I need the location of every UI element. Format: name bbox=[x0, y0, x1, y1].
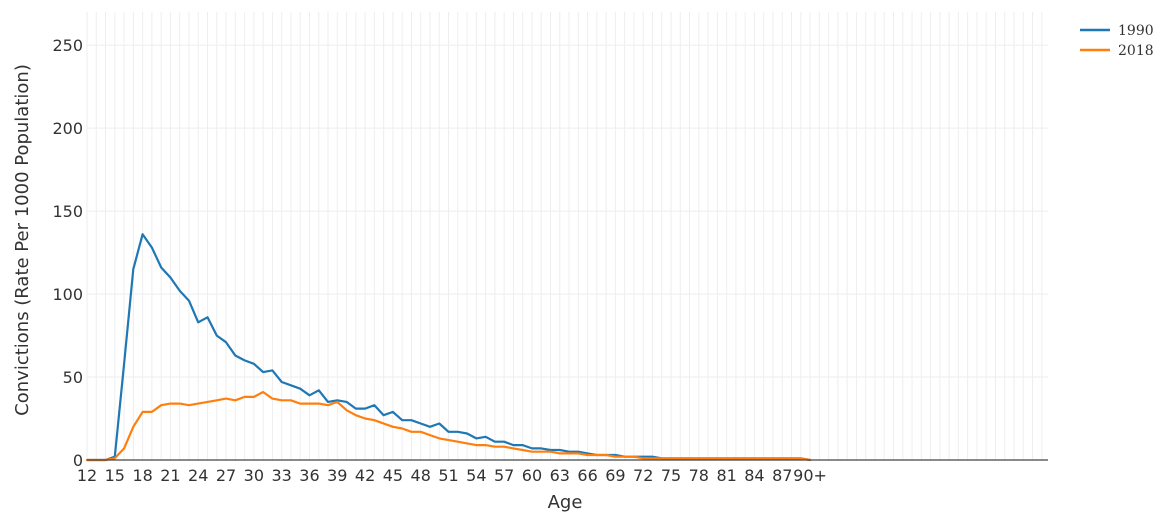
y-tick-label: 100 bbox=[52, 285, 83, 304]
y-axis-title: Convictions (Rate Per 1000 Population) bbox=[12, 64, 33, 416]
x-tick-label: 18 bbox=[132, 466, 152, 485]
x-tick-label: 87 bbox=[772, 466, 792, 485]
y-tick-label: 150 bbox=[52, 202, 83, 221]
x-tick-label: 90+ bbox=[793, 466, 827, 485]
y-tick-label: 50 bbox=[63, 368, 83, 387]
x-tick-label: 36 bbox=[299, 466, 319, 485]
x-tick-label: 48 bbox=[411, 466, 431, 485]
x-tick-label: 45 bbox=[383, 466, 403, 485]
x-tick-label: 84 bbox=[744, 466, 764, 485]
x-tick-label: 51 bbox=[438, 466, 458, 485]
y-tick-label: 250 bbox=[52, 36, 83, 55]
x-tick-label: 42 bbox=[355, 466, 375, 485]
x-tick-label: 78 bbox=[689, 466, 709, 485]
y-tick-label: 200 bbox=[52, 119, 83, 138]
x-tick-label: 81 bbox=[716, 466, 736, 485]
x-tick-label: 69 bbox=[605, 466, 625, 485]
axis-layer: 0 50 100 150 200 250 12 15 18 21 24 27 30 33 36 39 42 45 4… bbox=[52, 36, 1048, 485]
x-tick-label: 63 bbox=[550, 466, 570, 485]
x-tick-label: 72 bbox=[633, 466, 653, 485]
x-tick-label: 30 bbox=[244, 466, 264, 485]
x-tick-label: 57 bbox=[494, 466, 514, 485]
x-tick-label: 21 bbox=[160, 466, 180, 485]
series-line-2018 bbox=[85, 390, 812, 462]
legend-label-2018: 2018 bbox=[1118, 43, 1154, 59]
x-tick-label: 39 bbox=[327, 466, 347, 485]
x-tick-label: 15 bbox=[105, 466, 125, 485]
grid-layer bbox=[86, 12, 1048, 460]
series-layer bbox=[85, 233, 812, 462]
x-tick-label: 75 bbox=[661, 466, 681, 485]
y-tick-label: 0 bbox=[73, 451, 83, 470]
legend-label-1990: 1990 bbox=[1118, 23, 1154, 39]
x-axis-title: Age bbox=[548, 492, 583, 513]
x-tick-label: 33 bbox=[271, 466, 291, 485]
x-tick-label: 12 bbox=[77, 466, 97, 485]
x-tick-label: 54 bbox=[466, 466, 486, 485]
x-tick-label: 24 bbox=[188, 466, 208, 485]
legend: 1990 2018 bbox=[1080, 23, 1154, 59]
x-tick-label: 27 bbox=[216, 466, 236, 485]
x-tick-label: 60 bbox=[522, 466, 542, 485]
x-tick-label: 66 bbox=[577, 466, 597, 485]
